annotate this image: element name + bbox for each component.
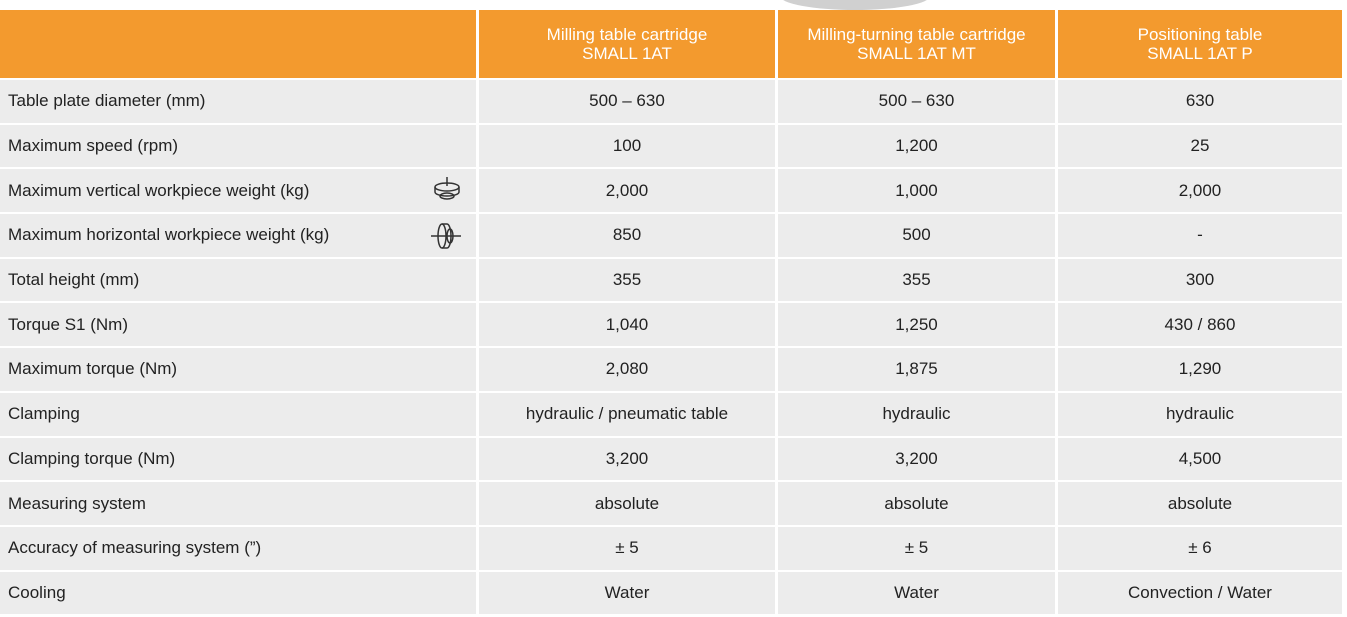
- decoration: [780, 0, 930, 10]
- header-cell: Milling table cartridge SMALL 1AT: [479, 10, 775, 78]
- label-text: Maximum vertical workpiece weight (kg): [8, 180, 310, 200]
- row-label: Maximum torque (Nm): [0, 348, 476, 391]
- label-text: Maximum speed (rpm): [8, 136, 179, 156]
- label-text: Maximum torque (Nm): [8, 359, 178, 379]
- value-cell: absolute: [778, 482, 1055, 525]
- value-cell: 500 – 630: [778, 80, 1055, 123]
- row-label: Maximum speed (rpm): [0, 124, 476, 168]
- header-cell: [0, 10, 476, 78]
- value-cell: 100: [479, 124, 775, 168]
- value-cell: 4,500: [1058, 437, 1342, 481]
- row-label: Clamping: [0, 392, 476, 436]
- row-label: Table plate diameter (mm): [0, 80, 476, 123]
- label-text: Measuring system: [8, 493, 146, 513]
- label-text: Accuracy of measuring system (”): [8, 538, 262, 558]
- value-cell: 1,875: [778, 348, 1055, 391]
- value-cell: 300: [1058, 258, 1342, 302]
- header-line: Milling table cartridge: [546, 25, 708, 44]
- value-cell: -: [1058, 214, 1342, 257]
- label-text: Maximum horizontal workpiece weight (kg): [8, 225, 330, 245]
- label-text: Table plate diameter (mm): [8, 91, 206, 111]
- value-cell: Convection / Water: [1058, 571, 1342, 615]
- header-line: Positioning table: [1137, 25, 1263, 44]
- value-cell: Water: [479, 571, 775, 615]
- row-label: Torque S1 (Nm): [0, 303, 476, 347]
- row-label: Maximum horizontal workpiece weight (kg): [0, 214, 476, 257]
- spec-table: Milling table cartridge SMALL 1AT Milling-…: [0, 10, 1342, 615]
- label-text: Clamping torque (Nm): [8, 448, 176, 468]
- value-cell: 1,200: [778, 124, 1055, 168]
- value-cell: hydraulic: [778, 392, 1055, 436]
- label-text: Torque S1 (Nm): [8, 314, 128, 334]
- header-line: SMALL 1AT P: [1147, 44, 1253, 63]
- value-cell: 3,200: [479, 437, 775, 481]
- value-cell: 25: [1058, 124, 1342, 168]
- value-cell: 1,250: [778, 303, 1055, 347]
- workpiece-icon: [430, 221, 462, 256]
- header-cell: Positioning table SMALL 1AT P: [1058, 10, 1342, 78]
- row-label: Accuracy of measuring system (”): [0, 526, 476, 570]
- value-cell: 1,040: [479, 303, 775, 347]
- value-cell: 430 / 860: [1058, 303, 1342, 347]
- value-cell: hydraulic / pneumatic table: [479, 392, 775, 436]
- value-cell: 1,000: [778, 169, 1055, 213]
- label-text: Total height (mm): [8, 270, 140, 290]
- value-cell: 2,080: [479, 348, 775, 391]
- value-cell: 1,290: [1058, 348, 1342, 391]
- value-cell: ± 5: [778, 526, 1055, 570]
- value-cell: 3,200: [778, 437, 1055, 481]
- value-cell: 630: [1058, 80, 1342, 123]
- value-cell: absolute: [1058, 482, 1342, 525]
- row-label: Maximum vertical workpiece weight (kg): [0, 169, 476, 213]
- row-label: Total height (mm): [0, 258, 476, 302]
- value-cell: ± 5: [479, 526, 775, 570]
- value-cell: 500 – 630: [479, 80, 775, 123]
- value-cell: hydraulic: [1058, 392, 1342, 436]
- header-line: Milling-turning table cartridge: [807, 25, 1026, 44]
- workpiece-icon: [432, 176, 462, 209]
- label-text: Cooling: [8, 582, 66, 602]
- value-cell: 2,000: [1058, 169, 1342, 213]
- label-text: Clamping: [8, 404, 80, 424]
- header-line: SMALL 1AT: [582, 44, 672, 63]
- value-cell: absolute: [479, 482, 775, 525]
- row-label: Measuring system: [0, 482, 476, 525]
- value-cell: Water: [778, 571, 1055, 615]
- value-cell: 2,000: [479, 169, 775, 213]
- row-label: Cooling: [0, 571, 476, 615]
- header-line: SMALL 1AT MT: [857, 44, 976, 63]
- value-cell: 355: [778, 258, 1055, 302]
- header-cell: Milling-turning table cartridge SMALL 1AT…: [778, 10, 1055, 78]
- value-cell: 500: [778, 214, 1055, 257]
- value-cell: 355: [479, 258, 775, 302]
- value-cell: ± 6: [1058, 526, 1342, 570]
- row-label: Clamping torque (Nm): [0, 437, 476, 481]
- value-cell: 850: [479, 214, 775, 257]
